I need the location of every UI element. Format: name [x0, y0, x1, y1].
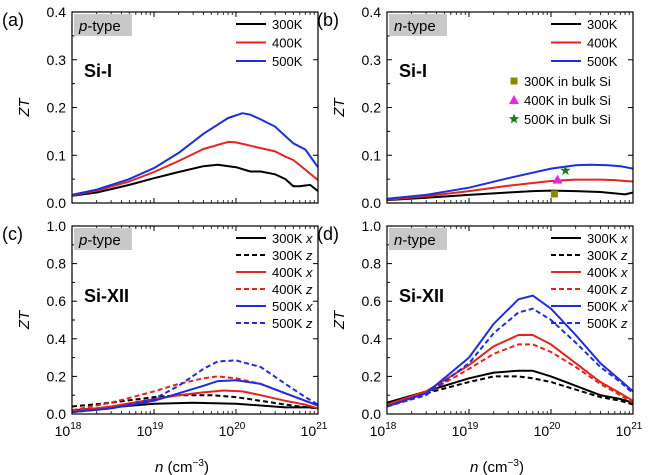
- y-tick-label-b-2: 0.2: [362, 100, 382, 116]
- legend-marker-b-0: [510, 77, 518, 85]
- doping-tag-box-a: [74, 14, 132, 36]
- legend-marker-label-b-1: 400K in bulk Si: [524, 93, 611, 108]
- panel-d: 0.0 0.2 0.4 0.6 0.8 1.0 1018 1019 1020 1021 ZT (d) n…: [317, 218, 643, 439]
- legend-marker-b-1: [509, 95, 519, 104]
- legend-label-a-2: 500K: [272, 54, 303, 69]
- series-line-d-0: [386, 369, 634, 404]
- y-axis-label-c: ZT: [16, 309, 33, 330]
- doping-tag-d: n-type: [394, 232, 436, 249]
- x-tick-label-d-1: 1019: [452, 421, 479, 439]
- legend-label-c-3: 400K z: [272, 282, 313, 297]
- x-tick-label-c-1: 1019: [137, 421, 164, 439]
- legend-label-d-5: 500K z: [587, 316, 628, 331]
- y-tick-label-a-3: 0.3: [47, 52, 67, 68]
- y-tick-label-d-0: 0.0: [362, 406, 382, 422]
- legend-marker-label-b-0: 300K in bulk Si: [524, 74, 611, 89]
- y-axis-label-a: ZT: [16, 97, 33, 118]
- x-tick-label-c-0: 1018: [55, 421, 82, 439]
- legend-label-c-4: 500K x: [272, 299, 313, 314]
- legend-label-d-2: 400K x: [587, 265, 628, 280]
- legend-label-d-3: 400K z: [587, 282, 628, 297]
- x-tick-label-c-3: 1021: [301, 421, 328, 439]
- y-tick-label-b-3: 0.3: [362, 52, 382, 68]
- y-axis-label-d: ZT: [331, 309, 348, 330]
- legend-label-c-2: 400K x: [272, 265, 313, 280]
- y-tick-label-a-2: 0.2: [47, 100, 67, 116]
- doping-tag-a: p-type: [78, 18, 121, 35]
- legend-label-b-1: 400K: [587, 36, 618, 51]
- series-line-c-1: [71, 394, 319, 410]
- y-tick-label-c-5: 1.0: [47, 218, 67, 234]
- doping-tag-box-d: [389, 228, 447, 250]
- panel-b: 0.0 0.1 0.2 0.3 0.4 ZT (b) n-type Si-I 300K 400K 50…: [317, 4, 634, 211]
- legend-label-c-0: 300K x: [272, 231, 313, 246]
- legend-marker-b-2: [508, 113, 520, 124]
- y-tick-label-b-4: 0.4: [362, 4, 382, 20]
- panel-label-b: (b): [317, 10, 339, 30]
- legend-label-d-1: 300K z: [587, 248, 628, 263]
- legend-label-c-1: 300K z: [272, 248, 313, 263]
- legend-label-c-5: 500K z: [272, 316, 313, 331]
- x-tick-label-d-0: 1018: [370, 421, 397, 439]
- y-tick-label-b-1: 0.1: [362, 147, 382, 163]
- panel-c: 0.0 0.2 0.4 0.6 0.8 1.0 1018 1019 1020 1021 ZT (c) p…: [2, 218, 328, 439]
- material-label-b: Si-I: [399, 61, 427, 81]
- series-line-b-1: [386, 178, 634, 201]
- y-tick-label-d-2: 0.4: [362, 331, 382, 347]
- material-label-c: Si-XII: [84, 286, 129, 306]
- y-tick-label-c-3: 0.6: [47, 293, 67, 309]
- legend-label-b-0: 300K: [587, 17, 618, 32]
- series-line-d-1: [386, 375, 634, 406]
- legend-label-b-2: 500K: [587, 54, 618, 69]
- y-tick-label-c-4: 0.8: [47, 256, 67, 272]
- marker-b-0: [550, 190, 558, 198]
- series-line-c-5: [71, 359, 319, 414]
- y-tick-label-c-1: 0.2: [47, 368, 67, 384]
- y-axis-label-b: ZT: [331, 97, 348, 118]
- x-tick-label-d-2: 1020: [534, 421, 561, 439]
- x-axis-label-right: n (cm−3): [470, 458, 524, 475]
- series-line-b-2: [386, 163, 634, 200]
- x-tick-label-d-3: 1021: [616, 421, 643, 439]
- series-line-a-1: [71, 140, 319, 197]
- doping-tag-c: p-type: [78, 232, 121, 249]
- marker-b-2: [560, 165, 571, 175]
- legend-label-d-4: 500K x: [587, 299, 628, 314]
- panel-label-a: (a): [2, 10, 24, 30]
- y-tick-label-a-1: 0.1: [47, 147, 67, 163]
- doping-tag-box-b: [389, 14, 447, 36]
- marker-b-1: [552, 174, 563, 184]
- legend-label-a-1: 400K: [272, 36, 303, 51]
- series-line-a-2: [71, 112, 319, 196]
- x-axis-label-left: n (cm−3): [155, 458, 209, 475]
- series-line-c-4: [71, 379, 319, 414]
- doping-tag-box-c: [74, 228, 132, 250]
- series-line-d-4: [386, 294, 634, 408]
- panel-label-d: (d): [317, 224, 339, 244]
- legend-label-d-0: 300K x: [587, 231, 628, 246]
- y-tick-label-b-0: 0.0: [362, 195, 382, 211]
- panel-label-c: (c): [2, 224, 23, 244]
- y-tick-label-d-3: 0.6: [362, 293, 382, 309]
- legend-marker-label-b-2: 500K in bulk Si: [524, 112, 611, 127]
- y-tick-label-a-0: 0.0: [47, 195, 67, 211]
- y-tick-label-d-1: 0.2: [362, 368, 382, 384]
- series-line-a-0: [71, 163, 319, 197]
- legend-label-a-0: 300K: [272, 17, 303, 32]
- series-line-d-5: [386, 307, 634, 408]
- y-tick-label-d-4: 0.8: [362, 256, 382, 272]
- y-tick-label-c-2: 0.4: [47, 331, 67, 347]
- y-tick-label-c-0: 0.0: [47, 406, 67, 422]
- y-tick-label-d-5: 1.0: [362, 218, 382, 234]
- panel-a: 0.0 0.1 0.2 0.3 0.4 ZT (a) p-type Si-I 300K 400K 50…: [2, 4, 319, 211]
- material-label-d: Si-XII: [399, 286, 444, 306]
- x-tick-label-c-2: 1020: [219, 421, 246, 439]
- material-label-a: Si-I: [84, 61, 112, 81]
- doping-tag-b: n-type: [394, 18, 436, 35]
- series-line-d-3: [386, 343, 634, 406]
- y-tick-label-a-4: 0.4: [47, 4, 67, 20]
